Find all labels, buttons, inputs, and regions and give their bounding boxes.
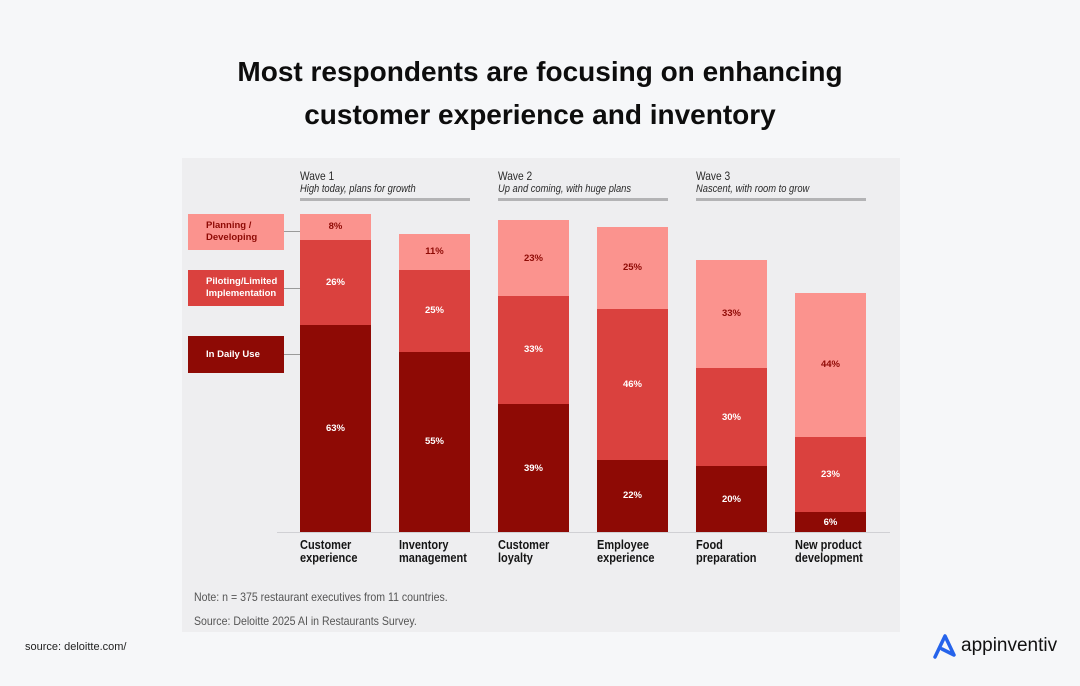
legend-connector [284,288,300,289]
wave-subtitle: High today, plans for growth [300,183,416,195]
bar-segment-planning: 33% [696,259,767,368]
title-line-1: Most respondents are focusing on enhanci… [237,56,843,87]
category-label: New product development [795,538,863,565]
title-line-2: customer experience and inventory [304,99,776,130]
data-label: 26% [325,277,345,289]
logo-icon [933,634,956,659]
category-label: Customer loyalty [498,538,550,565]
legend-planning: Planning / Developing [188,214,284,250]
data-label: 63% [325,423,345,435]
bar-segment-daily: 55% [399,351,470,532]
legend-label: In Daily Use [206,348,260,360]
data-label: 11% [425,246,444,258]
data-label: 33% [523,344,543,356]
data-label: 39% [523,462,543,474]
appinventiv-logo: appinventiv [932,633,1057,659]
wave-title: Wave 3 [696,169,731,183]
bar-segment-piloting: 25% [399,269,470,352]
data-label: 25% [424,305,444,317]
category-label: Food preparation [696,538,757,565]
bar-segment-piloting: 33% [498,295,569,405]
bar-segment-planning: 8% [300,213,371,241]
data-label: 55% [424,436,444,448]
legend-piloting: Piloting/Limited Implementation [188,270,284,306]
chart-title: Most respondents are focusing on enhanci… [0,50,1080,136]
wave-subtitle: Up and coming, with huge plans [498,183,632,195]
note: Note: n = 375 restaurant executives from… [194,590,448,604]
bar-segment-daily: 6% [795,512,866,532]
wave-title: Wave 1 [300,169,335,183]
bar-segment-daily: 63% [300,325,371,532]
source-note: Source: Deloitte 2025 AI in Restaurants … [194,614,417,628]
legend-connector [284,354,300,355]
category-label: Inventory management [399,538,467,565]
wave-title: Wave 2 [498,169,533,183]
data-label: 33% [721,308,741,320]
data-label: 23% [523,252,543,264]
category-label: Employee experience [597,538,655,565]
category-label: Customer experience [300,538,358,565]
wave-subtitle: Nascent, with room to grow [696,183,810,195]
data-label: 23% [820,469,840,481]
bar-segment-daily: 22% [597,459,668,532]
bar-segment-planning: 44% [795,292,866,437]
legend-daily: In Daily Use [188,336,284,373]
legend-label: Planning / Developing [206,220,258,243]
data-label: 44% [820,359,840,371]
wave-3-header: Wave 3 Nascent, with room to grow [696,169,866,201]
bar-segment-planning: 25% [597,226,668,309]
bar-segment-piloting: 30% [696,368,767,467]
legend-label: Piloting/Limited Implementation [206,276,278,299]
data-label: 6% [823,516,838,528]
wave-1-header: Wave 1 High today, plans for growth [300,169,470,201]
bar-segment-daily: 20% [696,466,767,532]
logo-text: appinventiv [961,635,1058,656]
data-label: 25% [622,262,642,274]
legend-connector [284,231,300,232]
wave-2-header: Wave 2 Up and coming, with huge plans [498,169,668,201]
data-label: 30% [721,411,741,423]
data-label: 46% [622,378,642,390]
bar-segment-planning: 23% [498,220,569,296]
baseline [277,532,890,533]
bar-segment-piloting: 26% [300,240,371,326]
data-label: 8% [328,221,343,233]
bar-segment-planning: 11% [399,233,470,270]
bar-segment-piloting: 46% [597,308,668,460]
data-label: 22% [622,490,642,502]
source-label: source: deloitte.com/ [25,641,127,653]
data-label: 20% [721,493,741,505]
bar-segment-daily: 39% [498,404,569,532]
bar-segment-piloting: 23% [795,436,866,513]
